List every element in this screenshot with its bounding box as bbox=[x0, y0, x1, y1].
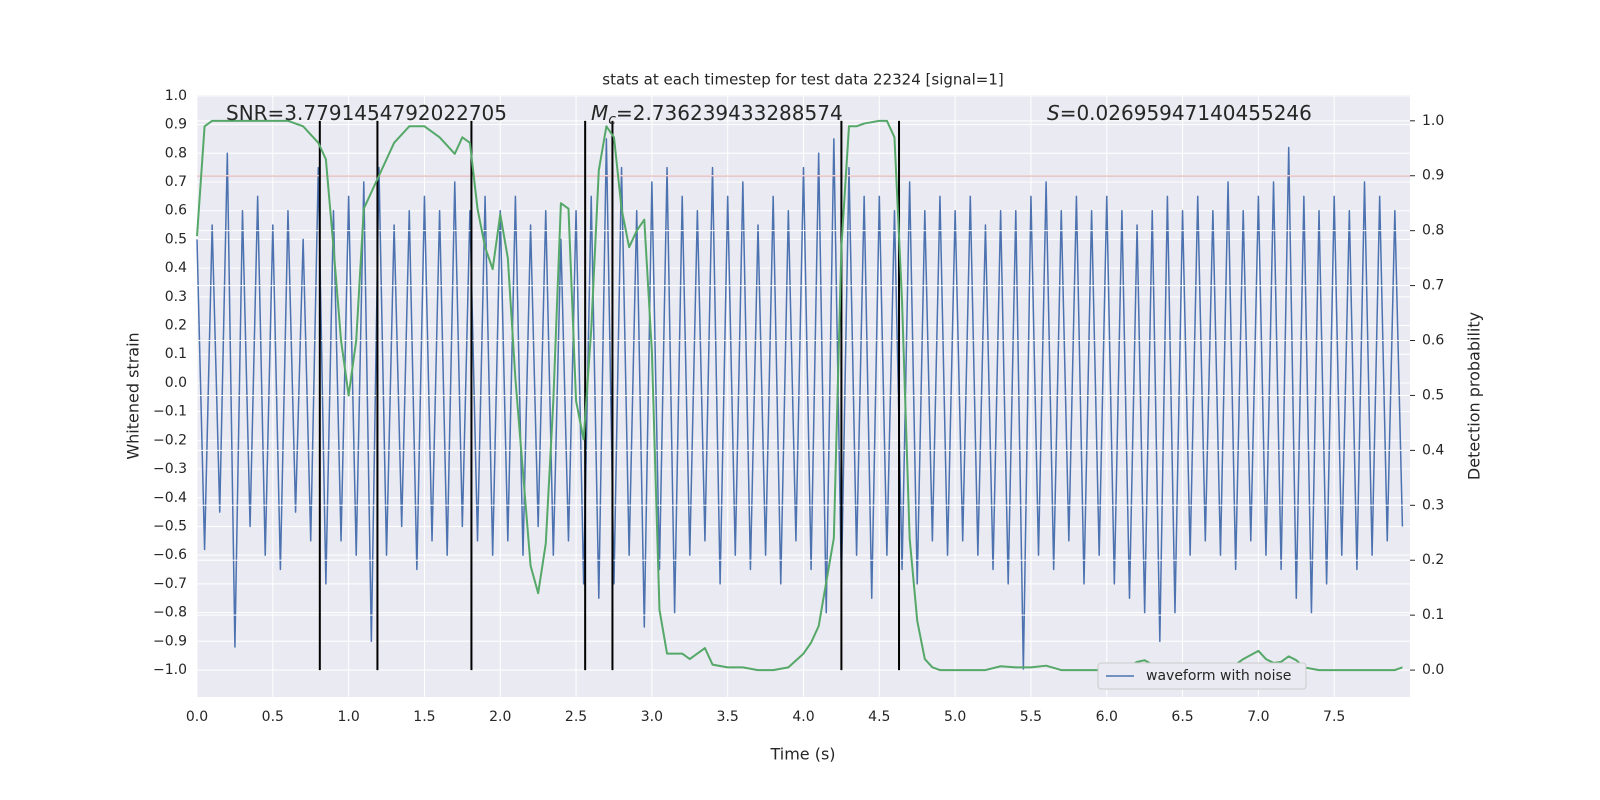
y-tick-label: 0.3 bbox=[165, 289, 187, 305]
y-tick-label: −0.3 bbox=[153, 461, 187, 477]
y-tick-label: −1.0 bbox=[153, 662, 187, 678]
x-tick-label: 4.0 bbox=[792, 709, 814, 725]
x-tick-label: 3.0 bbox=[641, 709, 663, 725]
y-tick-label: −0.5 bbox=[153, 518, 187, 534]
x-tick-label: 6.5 bbox=[1171, 709, 1193, 725]
annotation: S=0.02695947140455246 bbox=[1047, 101, 1312, 125]
y-tick-label: −0.8 bbox=[153, 605, 187, 621]
x-tick-label: 1.0 bbox=[337, 709, 359, 725]
y2-tick-label: 0.2 bbox=[1422, 552, 1444, 568]
x-tick-label: 6.0 bbox=[1096, 709, 1118, 725]
series-line bbox=[196, 138, 1404, 671]
x-tick-label: 4.5 bbox=[868, 709, 890, 725]
y2-tick-label: 0.3 bbox=[1422, 497, 1444, 513]
y-tick-label: 0.5 bbox=[165, 231, 187, 247]
annotation-text: =0.02695947140455246 bbox=[1060, 101, 1312, 125]
y-tick-label: −0.9 bbox=[153, 633, 187, 649]
legend-box bbox=[1097, 662, 1307, 690]
y-tick-label: −0.4 bbox=[153, 490, 187, 506]
y-axis-label: Whitened strain bbox=[124, 332, 143, 459]
y-tick-label: 1.0 bbox=[165, 88, 187, 104]
annotation-text: SNR=3.7791454792022705 bbox=[226, 101, 507, 125]
y2-tick-label: 0.8 bbox=[1422, 223, 1444, 239]
y2-tick-label: 0.7 bbox=[1422, 278, 1444, 294]
y-tick-label: −0.7 bbox=[153, 576, 187, 592]
y-tick-label: −0.2 bbox=[153, 432, 187, 448]
y2-tick-label: 0.4 bbox=[1422, 442, 1444, 458]
y2-tick-label: 0.5 bbox=[1422, 387, 1444, 403]
annotation-symbol: M bbox=[591, 101, 608, 125]
y-tick-label: 0.9 bbox=[165, 117, 187, 133]
x-tick-label: 2.0 bbox=[489, 709, 511, 725]
y-tick-label: −0.6 bbox=[153, 547, 187, 563]
x-tick-label: 5.5 bbox=[1020, 709, 1042, 725]
annotation: SNR=3.7791454792022705 bbox=[226, 101, 507, 125]
y-tick-label: 0.0 bbox=[165, 375, 187, 391]
x-tick-label: 0.5 bbox=[262, 709, 284, 725]
y2-tick-label: 0.0 bbox=[1422, 662, 1444, 678]
x-tick-label: 7.5 bbox=[1323, 709, 1345, 725]
y-tick-label: 0.7 bbox=[165, 174, 187, 190]
x-tick-label: 5.0 bbox=[944, 709, 966, 725]
y-tick-label: 0.6 bbox=[165, 203, 187, 219]
x-tick-label: 2.5 bbox=[565, 709, 587, 725]
y-tick-label: −0.1 bbox=[153, 404, 187, 420]
y2-axis-label: Detection probability bbox=[1465, 312, 1484, 480]
y2-tick-label: 0.6 bbox=[1422, 333, 1444, 349]
x-tick-label: 7.0 bbox=[1247, 709, 1269, 725]
y-tick-label: 0.8 bbox=[165, 145, 187, 161]
y-tick-label: 0.1 bbox=[165, 346, 187, 362]
y2-tick-label: 1.0 bbox=[1422, 113, 1444, 129]
x-tick-label: 0.0 bbox=[186, 709, 208, 725]
annotation: Mc=2.736239433288574 bbox=[591, 101, 843, 129]
legend-label: waveform with noise bbox=[1146, 668, 1291, 684]
annotation-subscript: c bbox=[608, 112, 616, 128]
y2-tick-label: 0.1 bbox=[1422, 607, 1444, 623]
annotation-text: =2.736239433288574 bbox=[616, 101, 843, 125]
y2-tick-label: 0.9 bbox=[1422, 168, 1444, 184]
chart-title: stats at each timestep for test data 223… bbox=[602, 71, 1003, 89]
x-axis-label: Time (s) bbox=[769, 745, 835, 764]
x-tick-label: 1.5 bbox=[413, 709, 435, 725]
annotation-symbol: S bbox=[1047, 101, 1060, 125]
y-tick-label: 0.4 bbox=[165, 260, 187, 276]
x-tick-label: 3.5 bbox=[717, 709, 739, 725]
y-tick-label: 0.2 bbox=[165, 318, 187, 334]
